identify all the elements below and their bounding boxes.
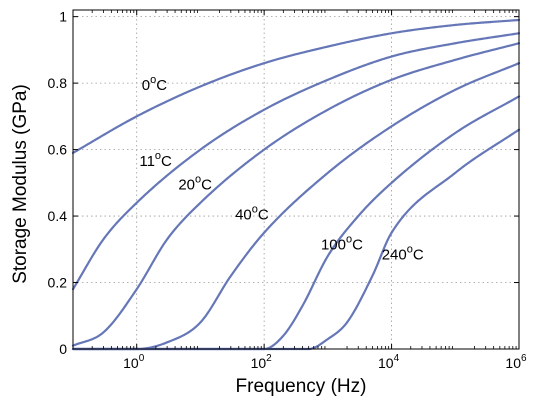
x-tick-label: 102 xyxy=(251,353,273,371)
x-tick-label: 104 xyxy=(378,353,400,371)
curve-label-240C: 240oC xyxy=(382,243,424,263)
series-layer xyxy=(71,18,521,351)
y-tick-label: 0.2 xyxy=(48,275,68,291)
series-line-20C xyxy=(71,42,521,347)
y-tick-label: 0 xyxy=(59,341,67,357)
y-axis-title: Storage Modulus (GPa) xyxy=(10,84,31,284)
axis-labels: Frequency (Hz) Storage Modulus (GPa) xyxy=(10,84,366,397)
y-tick-label: 0.4 xyxy=(48,208,68,224)
y-tick-label: 0.8 xyxy=(48,75,68,91)
plot-frame xyxy=(72,9,520,350)
x-axis-title: Frequency (Hz) xyxy=(236,376,367,397)
curve-label-11C: 11oC xyxy=(139,150,172,170)
series-line-0C xyxy=(71,18,521,155)
curve-label-100C: 100oC xyxy=(321,233,363,253)
x-tick-label: 100 xyxy=(123,353,145,371)
series-line-11C xyxy=(71,32,521,291)
curve-label-20C: 20oC xyxy=(178,173,212,193)
curve-label-40C: 40oC xyxy=(235,203,269,223)
series-line-100C xyxy=(71,95,521,351)
x-tick-label: 106 xyxy=(505,353,527,371)
y-tick-label: 1 xyxy=(59,9,67,25)
tick-layer: 100 102 104 106 0 0.2 0.4 0.6 0.8 1 xyxy=(48,9,527,371)
y-tick-label: 0.6 xyxy=(48,142,68,158)
curve-labels: 0oC 11oC 20oC 40oC 100oC 240oC xyxy=(139,74,424,264)
curve-label-0C: 0oC xyxy=(142,74,167,94)
series-line-40C xyxy=(71,62,521,351)
